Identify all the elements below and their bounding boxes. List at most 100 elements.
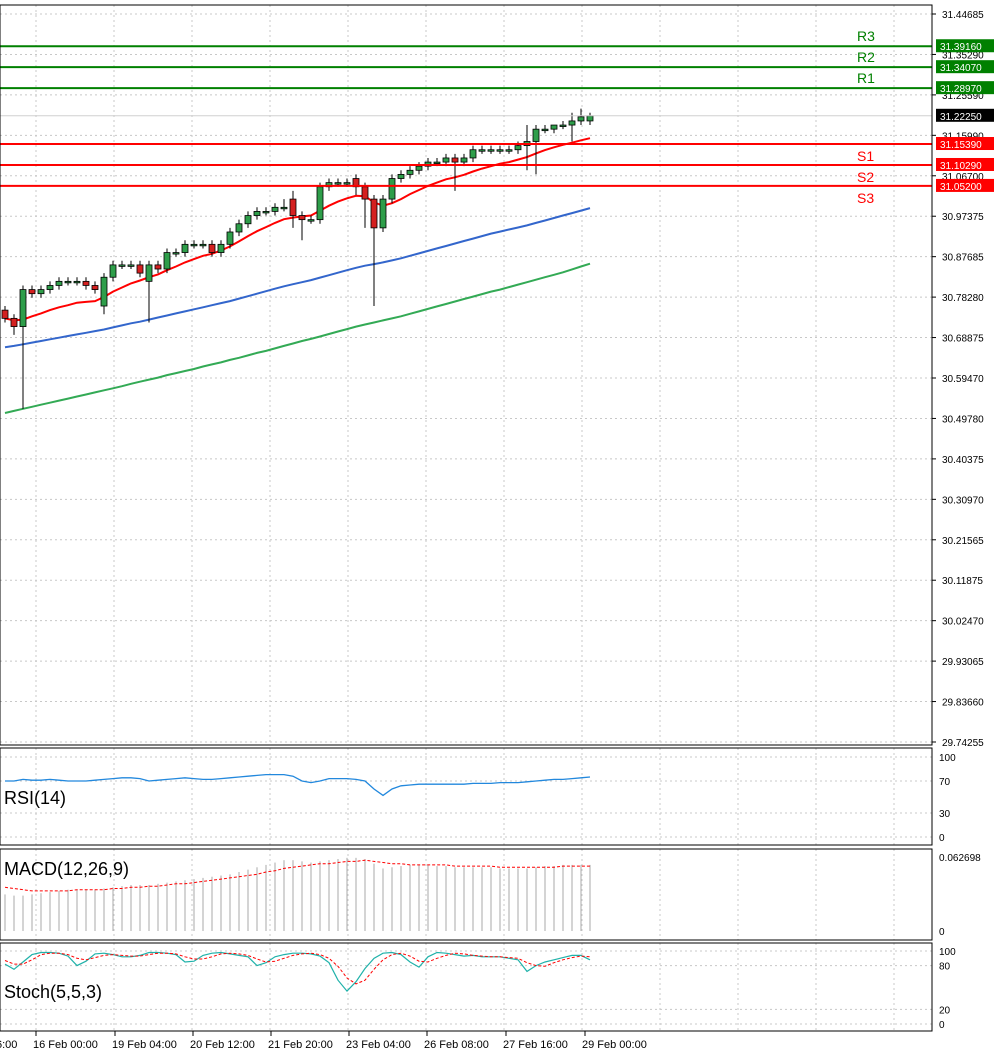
stoch-plot-border	[0, 942, 933, 1032]
candle-body	[316, 186, 324, 221]
rsi-tick-label: 30	[939, 809, 951, 820]
candle-body	[550, 124, 558, 130]
candle-body	[460, 157, 468, 163]
candle-body	[19, 289, 27, 327]
rsi-tick-label: 100	[939, 753, 956, 764]
level-label-s2: S2	[857, 169, 874, 185]
rsi-tick-label: 0	[939, 833, 945, 844]
level-price-label: 31.39160	[940, 42, 982, 53]
candle-body	[469, 149, 477, 159]
candle-body	[55, 280, 63, 286]
candle-body	[109, 264, 117, 278]
level-label-r3: R3	[857, 28, 875, 44]
current-price-tag	[936, 108, 994, 122]
price-tick-label: 30.78280	[942, 293, 984, 304]
candle-body	[361, 186, 369, 200]
price-panel[interactable]: 31.44685 31.35290 31.25590 31.15990 31.06700…	[0, 4, 994, 749]
candle-body	[433, 161, 441, 164]
candle-body	[127, 264, 135, 267]
x-tick-label: 26 Feb 08:00	[424, 1039, 489, 1051]
candle-body	[370, 198, 378, 229]
price-tick-label: 30.30970	[942, 495, 984, 506]
current-price-label: 31.22250	[940, 112, 982, 123]
level-price-tag	[936, 39, 994, 53]
macd-title: MACD(12,26,9)	[4, 859, 129, 879]
x-tick-label: 16 Feb 00:00	[33, 1039, 98, 1051]
price-tick-label: 30.40375	[942, 455, 984, 466]
candle-body	[532, 128, 540, 142]
level-price-label: 31.28970	[940, 84, 982, 95]
candle-body	[271, 206, 279, 212]
level-price-label: 31.15390	[940, 140, 982, 151]
x-tick-label: 21 Feb 20:00	[268, 1039, 333, 1051]
candle-body	[496, 149, 504, 152]
macd-plot-bg	[0, 849, 932, 940]
stoch-signal-line	[4, 952, 591, 985]
candle-body	[235, 223, 243, 233]
candle-body	[1, 309, 9, 319]
rsi-panel[interactable]: 100 70 30 0 RSI(14)	[0, 747, 956, 846]
price-tick-label: 31.44685	[942, 10, 984, 21]
level-label-s3: S3	[857, 190, 874, 206]
level-label-r1: R1	[857, 70, 875, 86]
price-tick-label: 30.59470	[942, 374, 984, 385]
candle-body	[442, 157, 450, 163]
stoch-panel[interactable]: 100 80 20 0 Stoch(5,5,3)	[0, 942, 956, 1032]
x-tick-label: 20 Feb 12:00	[190, 1039, 255, 1051]
price-tick-label: 31.25590	[942, 91, 984, 102]
price-tick-label: 30.11875	[942, 576, 983, 587]
candle-body	[559, 124, 567, 127]
candle-body	[289, 198, 297, 216]
candle-body	[82, 280, 90, 286]
candle-body	[199, 243, 207, 247]
level-label-r2: R2	[857, 49, 875, 65]
price-plot-bg	[0, 5, 932, 745]
candle-body	[226, 231, 234, 245]
candle-body	[280, 206, 288, 210]
price-tick-label: 29.93065	[942, 657, 984, 668]
rsi-tick-label: 70	[939, 777, 951, 788]
price-tick-label: 29.74255	[942, 738, 984, 749]
candle-body	[181, 243, 189, 253]
price-tick-label: 31.06700	[942, 172, 984, 183]
candle-body	[568, 120, 576, 126]
macd-panel[interactable]: 0.062698 0 MACD(12,26,9)	[0, 848, 981, 941]
candle-body	[154, 264, 162, 270]
candle-body	[262, 211, 270, 214]
rsi-title: RSI(14)	[4, 788, 66, 808]
candle-body	[397, 174, 405, 179]
candle-body	[10, 317, 18, 327]
price-plot-border	[0, 4, 933, 746]
candle-body	[253, 211, 261, 216]
level-price-tag	[936, 157, 994, 171]
candle-body	[64, 280, 72, 284]
rsi-plot-border	[0, 747, 933, 846]
candle-body	[118, 264, 126, 267]
mid-ma-line	[4, 207, 591, 349]
x-tick-label: 29 Feb 00:00	[582, 1039, 647, 1051]
candle-body	[505, 149, 513, 152]
candle-body	[541, 128, 549, 132]
stoch-tick-label: 100	[939, 947, 956, 958]
price-tick-label: 31.15990	[942, 131, 984, 142]
candle-body	[208, 243, 216, 253]
level-label-s1: S1	[857, 148, 874, 164]
candle-body	[136, 264, 144, 274]
level-price-tag	[936, 137, 994, 151]
candle-body	[379, 198, 387, 229]
candle-body	[451, 157, 459, 163]
macd-signal-line	[4, 859, 590, 892]
rsi-line	[5, 773, 591, 797]
level-price-label: 31.34070	[940, 63, 982, 74]
x-axis: 6:00 16 Feb 00:00 19 Feb 04:00 20 Feb 12:00…	[0, 1031, 647, 1051]
candle-body	[406, 169, 414, 175]
candle-body	[91, 285, 99, 290]
macd-plot-border	[0, 848, 933, 941]
x-tick-label: 19 Feb 04:00	[112, 1039, 177, 1051]
candle-body	[487, 149, 495, 152]
candle-body	[163, 252, 171, 270]
candle-body	[190, 243, 198, 247]
price-tick-label: 29.83660	[942, 698, 984, 709]
candle-body	[334, 182, 342, 185]
